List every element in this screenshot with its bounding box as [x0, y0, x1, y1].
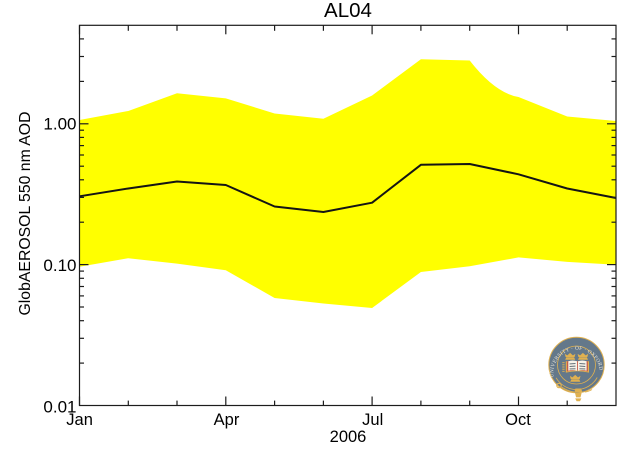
svg-text:0.10: 0.10 — [43, 256, 76, 275]
svg-text:AL04: AL04 — [324, 0, 372, 22]
svg-text:2006: 2006 — [330, 428, 367, 446]
svg-text:Jul: Jul — [362, 411, 383, 429]
svg-text:Oct: Oct — [505, 411, 531, 429]
svg-text:Jan: Jan — [66, 411, 93, 429]
svg-text:Apr: Apr — [214, 411, 240, 429]
svg-text:0.01: 0.01 — [43, 397, 76, 416]
svg-text:GlobAEROSOL 550 nm AOD: GlobAEROSOL 550 nm AOD — [17, 112, 34, 316]
svg-text:1.00: 1.00 — [43, 115, 76, 134]
